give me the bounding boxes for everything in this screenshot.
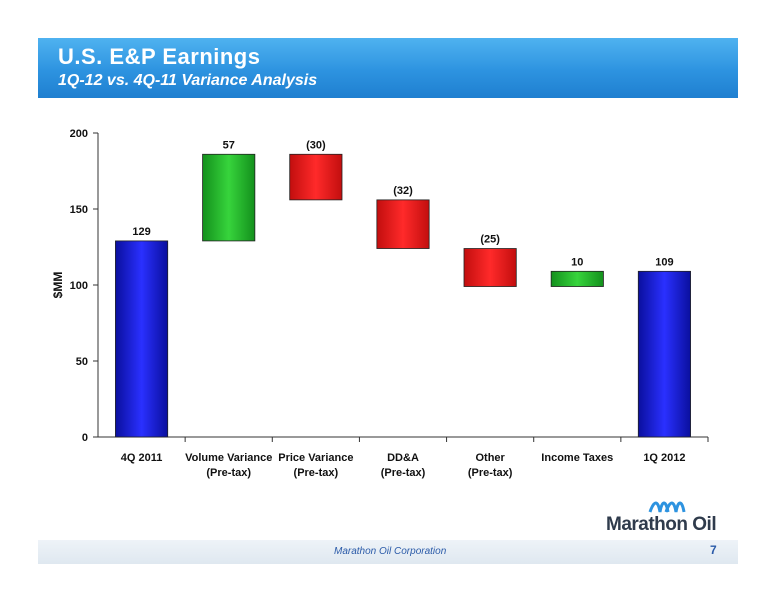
footer-band — [38, 540, 738, 564]
data-label-5: (25) — [480, 234, 500, 246]
y-axis-label: $MM — [51, 272, 65, 299]
x-tick-label-1: 4Q 2011 — [121, 452, 163, 464]
data-label-2: 57 — [223, 139, 235, 151]
data-label-3: (30) — [306, 139, 326, 151]
data-label-1: 129 — [132, 226, 150, 238]
data-label-4: (32) — [393, 185, 413, 197]
x-tick-label-6: Income Taxes — [541, 452, 613, 464]
page-subtitle: 1Q-12 vs. 4Q-11 Variance Analysis — [58, 72, 318, 89]
data-label-7: 109 — [655, 256, 673, 268]
x-tick-label-4: DD&A (Pre-tax) — [381, 452, 426, 479]
y-tick-label: 100 — [70, 280, 88, 292]
bar-6 — [550, 270, 604, 287]
bar-5 — [463, 248, 517, 287]
data-label-6: 10 — [571, 256, 583, 268]
page-number: 7 — [710, 543, 717, 557]
x-tick-label-3: Price Variance (Pre-tax) — [278, 452, 353, 479]
y-tick-label: 150 — [70, 204, 88, 216]
x-tick-label-2: Volume Variance (Pre-tax) — [185, 452, 272, 479]
bar-1 — [115, 240, 169, 438]
y-tick-label: 50 — [76, 356, 88, 368]
page-title: U.S. E&P Earnings — [58, 44, 261, 69]
bar-2 — [202, 153, 256, 242]
y-tick-label: 200 — [70, 128, 88, 140]
x-tick-label-5: Other (Pre-tax) — [468, 452, 513, 479]
marathon-waves-icon — [648, 501, 686, 513]
company-logo: Marathon Oil — [606, 496, 726, 540]
y-tick-label: 0 — [82, 432, 88, 444]
title-banner: U.S. E&P Earnings 1Q-12 vs. 4Q-11 Varian… — [38, 38, 738, 98]
bar-7 — [637, 270, 691, 438]
logo-text: Marathon Oil — [606, 514, 717, 535]
x-tick-label-7: 1Q 2012 — [643, 452, 685, 464]
bar-3 — [289, 153, 343, 201]
bar-4 — [376, 199, 430, 249]
footer-company: Marathon Oil Corporation — [334, 546, 447, 557]
